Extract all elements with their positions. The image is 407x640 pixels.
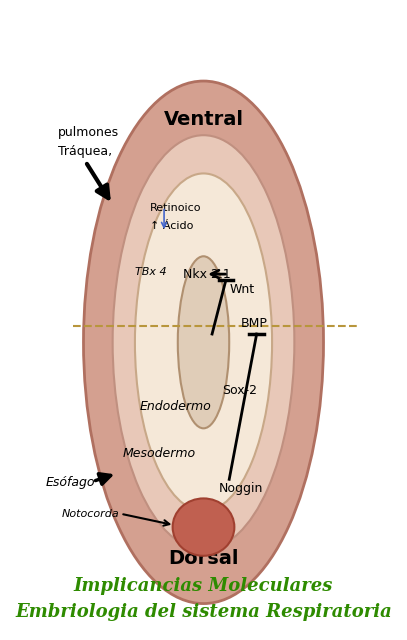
Text: Ventral: Ventral [164, 110, 243, 129]
Text: BMP: BMP [241, 317, 268, 330]
Ellipse shape [173, 499, 234, 556]
Text: Tráquea,: Tráquea, [58, 145, 112, 157]
Text: TBx 4: TBx 4 [135, 268, 166, 277]
Text: ↑ Ácido: ↑ Ácido [150, 221, 194, 230]
Text: Endodermo: Endodermo [140, 399, 212, 413]
Text: Wnt: Wnt [229, 283, 254, 296]
Ellipse shape [113, 135, 294, 549]
Ellipse shape [83, 81, 324, 604]
Text: Notocorda: Notocorda [62, 509, 120, 519]
Ellipse shape [178, 256, 229, 428]
Text: pulmones: pulmones [58, 125, 119, 138]
Text: Sox-2: Sox-2 [222, 383, 257, 397]
Text: Mesodermo: Mesodermo [123, 447, 196, 460]
Ellipse shape [135, 173, 272, 511]
Text: Embriologia del sistema Respiratoria: Embriologia del sistema Respiratoria [15, 603, 392, 621]
Text: Noggin: Noggin [219, 483, 263, 495]
Text: Implicancias Moleculares: Implicancias Moleculares [74, 577, 333, 595]
Text: Retinoico: Retinoico [150, 204, 202, 214]
Text: Esófago: Esófago [46, 476, 96, 489]
Text: Dorsal: Dorsal [168, 550, 239, 568]
Text: Nkx 2.1: Nkx 2.1 [183, 268, 231, 280]
